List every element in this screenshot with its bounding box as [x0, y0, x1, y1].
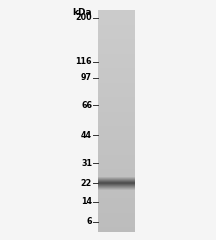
Text: 14: 14: [81, 198, 92, 206]
Text: 31: 31: [81, 158, 92, 168]
Text: 200: 200: [75, 13, 92, 23]
Text: 6: 6: [86, 217, 92, 227]
Text: 97: 97: [81, 73, 92, 83]
Text: 22: 22: [81, 179, 92, 187]
Text: 44: 44: [81, 131, 92, 139]
Text: kDa: kDa: [72, 8, 92, 17]
Text: 116: 116: [76, 58, 92, 66]
Text: 66: 66: [81, 101, 92, 109]
